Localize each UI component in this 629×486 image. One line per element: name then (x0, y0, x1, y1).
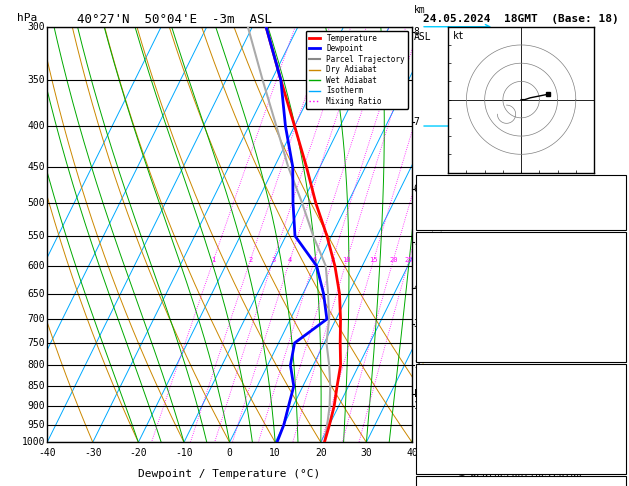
Text: 550: 550 (28, 231, 45, 241)
Text: 314: 314 (604, 292, 621, 302)
Text: 650: 650 (28, 289, 45, 298)
Text: Dewp (°C): Dewp (°C) (421, 274, 474, 283)
Text: -20: -20 (130, 449, 147, 458)
Text: 600: 600 (28, 261, 45, 271)
Text: LCL: LCL (414, 389, 431, 399)
Text: PW (cm): PW (cm) (421, 216, 462, 226)
Text: 25: 25 (404, 257, 413, 263)
Text: 1: 1 (414, 401, 420, 411)
Text: 10: 10 (343, 257, 351, 263)
Text: 450: 450 (28, 162, 45, 172)
Text: 15: 15 (369, 257, 378, 263)
Text: 1018: 1018 (598, 386, 621, 396)
Text: Hodograph: Hodograph (494, 481, 548, 486)
Text: CIN (J): CIN (J) (421, 460, 462, 470)
Text: kt: kt (453, 31, 464, 41)
Text: 400: 400 (28, 121, 45, 131)
Text: K: K (421, 179, 426, 189)
Text: 8: 8 (414, 27, 420, 37)
Legend: Temperature, Dewpoint, Parcel Trajectory, Dry Adiabat, Wet Adiabat, Isotherm, Mi: Temperature, Dewpoint, Parcel Trajectory… (306, 31, 408, 109)
Text: 900: 900 (28, 401, 45, 411)
Text: Lifted Index: Lifted Index (421, 423, 491, 433)
Text: Dewpoint / Temperature (°C): Dewpoint / Temperature (°C) (138, 469, 321, 479)
Text: 2.4: 2.4 (604, 216, 621, 226)
Text: 2: 2 (414, 360, 420, 370)
Text: Mixing Ratio (g/kg): Mixing Ratio (g/kg) (433, 199, 443, 311)
Text: 4: 4 (288, 257, 292, 263)
Text: 10: 10 (269, 449, 281, 458)
Text: 20: 20 (315, 449, 326, 458)
Text: CAPE (J): CAPE (J) (421, 442, 468, 451)
Text: 40: 40 (406, 449, 418, 458)
Text: Temp (°C): Temp (°C) (421, 255, 474, 265)
Text: 30: 30 (360, 449, 372, 458)
Text: km: km (414, 5, 426, 15)
Text: Lifted Index: Lifted Index (421, 311, 491, 320)
Text: 850: 850 (28, 381, 45, 391)
Text: 6: 6 (313, 257, 316, 263)
Text: 20: 20 (389, 257, 398, 263)
Text: 5: 5 (616, 311, 621, 320)
Text: 6: 6 (414, 184, 420, 194)
Text: 8: 8 (330, 257, 335, 263)
Text: 20.8: 20.8 (598, 255, 621, 265)
Title: 40°27'N  50°04'E  -3m  ASL: 40°27'N 50°04'E -3m ASL (77, 13, 272, 26)
Text: 3: 3 (271, 257, 276, 263)
Text: ASL: ASL (414, 33, 431, 42)
Text: 5: 5 (414, 237, 420, 247)
Text: 700: 700 (28, 314, 45, 324)
Text: 750: 750 (28, 338, 45, 348)
Text: -40: -40 (38, 449, 56, 458)
Text: 0: 0 (616, 460, 621, 470)
Text: Surface: Surface (501, 237, 542, 246)
Text: CIN (J): CIN (J) (421, 347, 462, 357)
Text: 5: 5 (616, 423, 621, 433)
Text: 2: 2 (248, 257, 252, 263)
Text: CAPE (J): CAPE (J) (421, 329, 468, 339)
Text: Pressure (mb): Pressure (mb) (421, 386, 497, 396)
Text: 950: 950 (28, 419, 45, 430)
Text: 3: 3 (414, 319, 420, 329)
Text: -30: -30 (84, 449, 102, 458)
Text: © weatheronline.co.uk: © weatheronline.co.uk (459, 469, 583, 479)
Text: hPa: hPa (17, 13, 37, 22)
Text: 0: 0 (226, 449, 233, 458)
Text: -10: -10 (175, 449, 193, 458)
Text: 800: 800 (28, 360, 45, 370)
Text: 314: 314 (604, 405, 621, 415)
Text: 0: 0 (616, 329, 621, 339)
Text: 24.05.2024  18GMT  (Base: 18): 24.05.2024 18GMT (Base: 18) (423, 14, 619, 24)
Text: 1: 1 (211, 257, 216, 263)
Text: 13: 13 (610, 179, 621, 189)
Text: θᵉ(K): θᵉ(K) (421, 292, 450, 302)
Text: 1000: 1000 (22, 437, 45, 447)
Text: 40: 40 (610, 198, 621, 208)
Text: 10.4: 10.4 (598, 274, 621, 283)
Text: Totals Totals: Totals Totals (421, 198, 497, 208)
Text: 300: 300 (28, 22, 45, 32)
Text: 500: 500 (28, 198, 45, 208)
Text: 0: 0 (616, 442, 621, 451)
Text: 350: 350 (28, 75, 45, 85)
Text: 4: 4 (414, 283, 420, 293)
Text: Most Unstable: Most Unstable (483, 368, 559, 378)
Text: θᵉ (K): θᵉ (K) (421, 405, 456, 415)
Text: 7: 7 (414, 117, 420, 127)
Text: 0: 0 (616, 347, 621, 357)
